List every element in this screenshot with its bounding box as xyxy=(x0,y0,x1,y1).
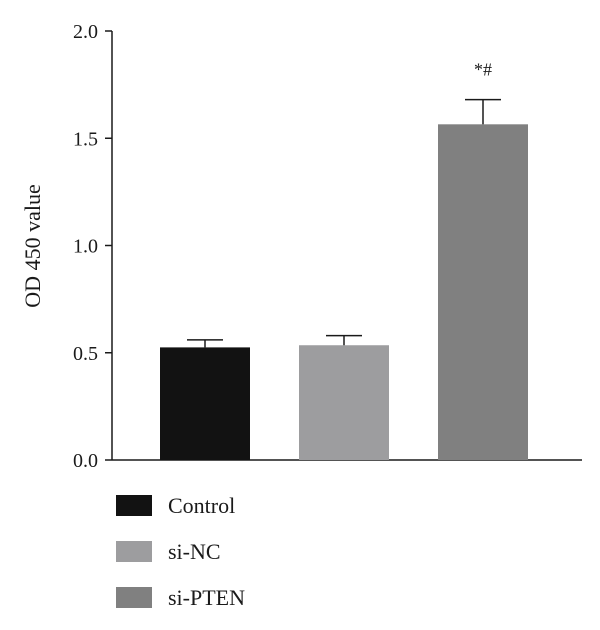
bar-si-pten xyxy=(438,124,528,461)
legend-label: si-PTEN xyxy=(168,585,245,610)
legend: Control si-NC si-PTEN xyxy=(116,493,245,610)
error-bars xyxy=(187,98,501,348)
significance-annotation: *# xyxy=(474,60,492,80)
y-axis: 0.0 0.5 1.0 1.5 2.0 xyxy=(73,21,113,472)
y-tick-label: 2.0 xyxy=(73,21,98,43)
legend-label: Control xyxy=(168,493,235,518)
legend-swatch xyxy=(116,495,152,516)
bar-control xyxy=(160,347,250,460)
legend-swatch xyxy=(116,541,152,562)
y-axis-title: OD 450 value xyxy=(20,184,45,307)
legend-swatch xyxy=(116,587,152,608)
y-tick-label: 0.5 xyxy=(73,343,98,365)
annotations: *# xyxy=(474,60,492,80)
bars xyxy=(160,124,528,461)
legend-label: si-NC xyxy=(168,539,221,564)
bar-si-nc xyxy=(299,345,389,460)
y-tick-label: 1.0 xyxy=(73,236,98,258)
y-tick-label: 0.0 xyxy=(73,450,98,472)
y-tick-label: 1.5 xyxy=(73,128,98,150)
